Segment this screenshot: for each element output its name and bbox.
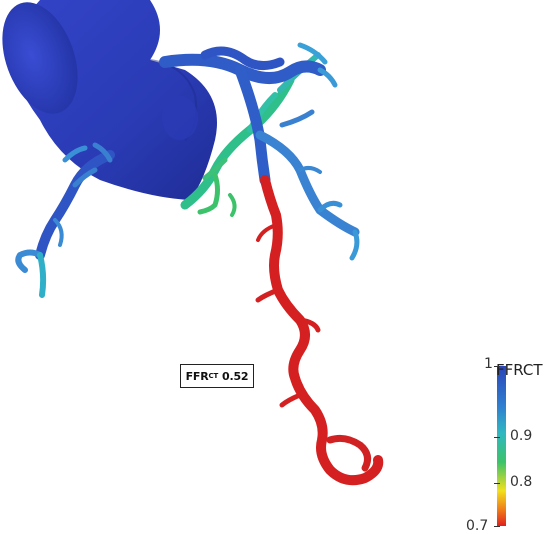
colorbar-label-max: 1 xyxy=(484,356,493,372)
stenotic-vessel xyxy=(255,175,384,486)
ffr-value: 0.52 xyxy=(222,369,249,383)
colorbar-tick-low xyxy=(494,483,500,484)
aorta xyxy=(2,0,217,200)
ffr-annotation: FFR CT 0.52 xyxy=(180,364,254,388)
colorbar-gradient xyxy=(497,366,506,526)
colorbar-tick-mid xyxy=(494,437,500,438)
ffr-subscript: CT xyxy=(208,372,219,380)
colorbar-tick-min xyxy=(494,526,500,527)
colorbar-label-min: 0.7 xyxy=(466,518,489,534)
main-branches xyxy=(159,42,360,261)
colorbar-label-mid: 0.9 xyxy=(510,428,533,444)
ffr-prefix: FFR xyxy=(185,369,209,383)
colorbar-tick-max xyxy=(494,366,500,367)
green-branch xyxy=(180,52,321,217)
colorbar-label-low: 0.8 xyxy=(510,474,533,490)
left-branch xyxy=(15,142,115,298)
colorbar-title: FFRCT xyxy=(496,361,543,379)
